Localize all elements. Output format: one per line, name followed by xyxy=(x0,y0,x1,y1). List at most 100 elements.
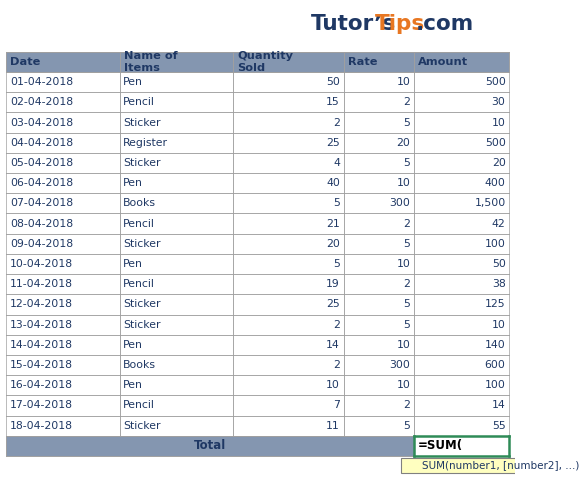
Bar xyxy=(233,254,343,274)
Text: 140: 140 xyxy=(485,340,505,350)
Bar xyxy=(343,355,414,375)
Bar xyxy=(6,173,120,193)
Text: =SUM(: =SUM( xyxy=(418,439,463,453)
Text: 05-04-2018: 05-04-2018 xyxy=(10,158,73,168)
Text: Amount: Amount xyxy=(418,57,468,67)
Text: 10: 10 xyxy=(492,117,505,128)
Text: Sticker: Sticker xyxy=(123,239,161,249)
Bar xyxy=(343,335,414,355)
Text: 04-04-2018: 04-04-2018 xyxy=(10,138,73,148)
Text: 5: 5 xyxy=(333,198,340,209)
Text: 5: 5 xyxy=(404,299,411,310)
Text: Quantity
Sold: Quantity Sold xyxy=(237,51,293,72)
Bar xyxy=(343,133,414,153)
Bar xyxy=(120,92,233,112)
Text: Sticker: Sticker xyxy=(123,117,161,128)
Text: 100: 100 xyxy=(485,380,505,390)
Text: Total: Total xyxy=(194,439,226,453)
Text: Books: Books xyxy=(123,198,156,209)
Text: 500: 500 xyxy=(485,138,505,148)
Text: Sticker: Sticker xyxy=(123,299,161,310)
Text: .com: .com xyxy=(415,14,474,34)
Bar xyxy=(343,153,414,173)
Bar xyxy=(414,254,509,274)
Bar xyxy=(233,133,343,153)
Text: 20: 20 xyxy=(326,239,340,249)
Text: 300: 300 xyxy=(390,360,411,370)
Text: Pen: Pen xyxy=(123,380,143,390)
Text: 50: 50 xyxy=(326,77,340,87)
Text: 01-04-2018: 01-04-2018 xyxy=(10,77,73,87)
Text: SUM(number1, [number2], ...): SUM(number1, [number2], ...) xyxy=(422,460,579,470)
Text: 07-04-2018: 07-04-2018 xyxy=(10,198,73,209)
Bar xyxy=(233,395,343,416)
Text: 14: 14 xyxy=(492,400,505,411)
Bar xyxy=(233,153,343,173)
Text: 21: 21 xyxy=(326,218,340,229)
Bar xyxy=(414,395,509,416)
Bar xyxy=(120,133,233,153)
Bar xyxy=(6,294,120,315)
Bar xyxy=(414,52,509,72)
Text: 5: 5 xyxy=(404,421,411,431)
Text: 5: 5 xyxy=(404,117,411,128)
Bar xyxy=(414,294,509,315)
Bar xyxy=(6,355,120,375)
Text: 10: 10 xyxy=(397,77,411,87)
Text: 17-04-2018: 17-04-2018 xyxy=(10,400,73,411)
Text: 10: 10 xyxy=(397,178,411,188)
Text: 20: 20 xyxy=(492,158,505,168)
Text: Pen: Pen xyxy=(123,178,143,188)
Bar xyxy=(120,335,233,355)
Text: 02-04-2018: 02-04-2018 xyxy=(10,97,73,107)
Bar xyxy=(343,375,414,395)
Bar xyxy=(6,153,120,173)
Text: 10: 10 xyxy=(492,319,505,330)
Bar xyxy=(120,395,233,416)
Bar xyxy=(414,213,509,234)
Text: 2: 2 xyxy=(404,400,411,411)
Bar xyxy=(414,173,509,193)
Text: 600: 600 xyxy=(485,360,505,370)
Text: Pencil: Pencil xyxy=(123,97,155,107)
Bar xyxy=(233,315,343,335)
Bar xyxy=(233,294,343,315)
Bar xyxy=(233,173,343,193)
Text: 10: 10 xyxy=(397,340,411,350)
Bar xyxy=(6,416,120,436)
Text: 500: 500 xyxy=(485,77,505,87)
Text: Pen: Pen xyxy=(123,77,143,87)
Bar xyxy=(233,416,343,436)
Text: Books: Books xyxy=(123,360,156,370)
Bar xyxy=(343,112,414,133)
Bar xyxy=(414,133,509,153)
Text: Date: Date xyxy=(10,57,41,67)
Bar xyxy=(343,274,414,294)
Bar xyxy=(120,234,233,254)
Bar xyxy=(6,52,120,72)
Bar xyxy=(6,335,120,355)
Text: Pen: Pen xyxy=(123,259,143,269)
Text: 50: 50 xyxy=(492,259,505,269)
Text: 20: 20 xyxy=(397,138,411,148)
Text: Sticker: Sticker xyxy=(123,421,161,431)
Text: 300: 300 xyxy=(390,198,411,209)
Bar xyxy=(6,436,414,456)
Text: 10-04-2018: 10-04-2018 xyxy=(10,259,73,269)
Bar xyxy=(6,112,120,133)
Text: 100: 100 xyxy=(485,239,505,249)
Bar xyxy=(120,153,233,173)
Text: 7: 7 xyxy=(333,400,340,411)
Bar xyxy=(343,294,414,315)
Bar xyxy=(120,315,233,335)
Text: Sticker: Sticker xyxy=(123,319,161,330)
Text: 400: 400 xyxy=(485,178,505,188)
Bar xyxy=(120,112,233,133)
Bar xyxy=(6,315,120,335)
Bar xyxy=(120,274,233,294)
Bar xyxy=(6,254,120,274)
Bar xyxy=(233,234,343,254)
Text: Register: Register xyxy=(123,138,168,148)
Bar xyxy=(120,193,233,213)
Text: Pencil: Pencil xyxy=(123,279,155,289)
